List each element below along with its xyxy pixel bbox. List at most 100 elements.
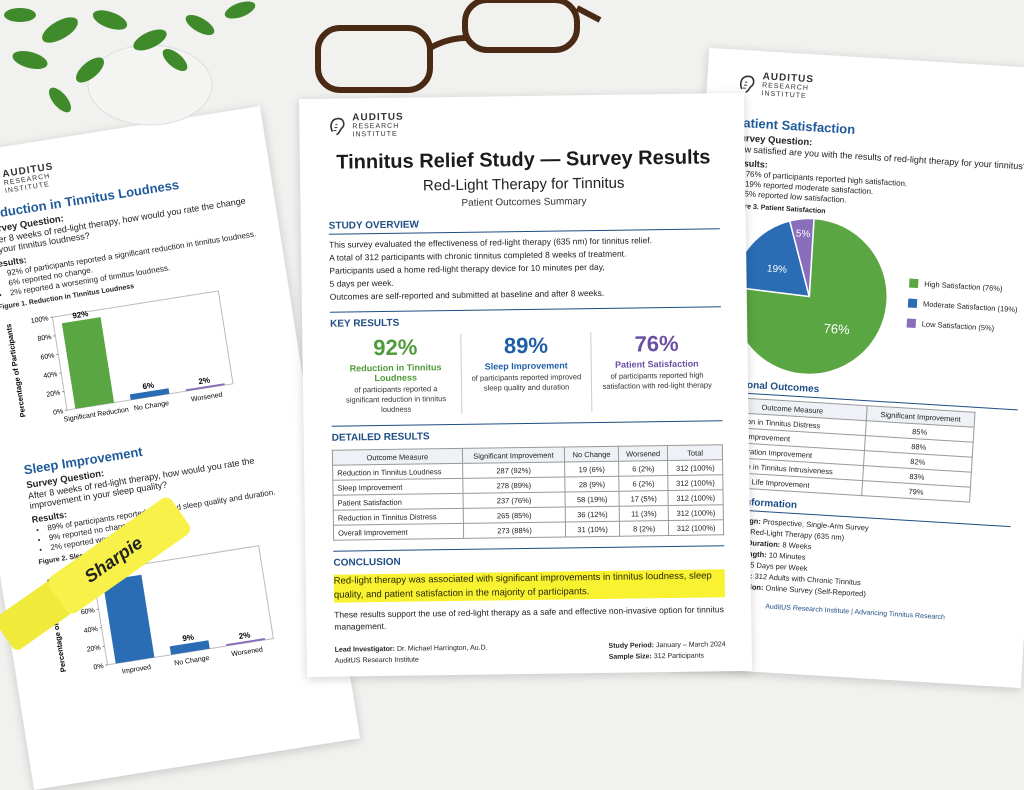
legend-swatch — [907, 318, 917, 328]
key-label: Patient Satisfaction — [598, 358, 716, 370]
y-tick-label: 0% — [53, 408, 64, 416]
section-heading: STUDY OVERVIEW — [329, 215, 720, 234]
table-cell: 28 (9%) — [565, 476, 619, 492]
table-cell: 312 (100%) — [669, 520, 724, 536]
key-label: Sleep Improvement — [467, 360, 585, 372]
legend-entry: Low Satisfaction (5%) — [907, 318, 1017, 335]
y-tick-label: 100% — [30, 315, 49, 325]
key-label: Reduction in Tinnitus Loudness — [337, 362, 455, 384]
table-cell: 17 (5%) — [619, 491, 669, 507]
value: January – March 2024 — [656, 641, 726, 649]
section-heading: KEY RESULTS — [330, 306, 721, 331]
key-value: 92% — [336, 334, 454, 362]
footer: Lead Investigator: Dr. Michael Harringto… — [335, 639, 726, 666]
legend-entry: Moderate Satisfaction (19%) — [908, 298, 1018, 315]
table-cell: 312 (100%) — [668, 460, 723, 476]
key-value: 76% — [598, 330, 716, 358]
legend-label: Moderate Satisfaction (19%) — [923, 299, 1018, 315]
data-label: 2% — [198, 375, 211, 386]
bar — [103, 575, 155, 664]
header-cell: Significant Improvement — [462, 447, 565, 463]
legend-swatch — [909, 278, 919, 288]
table-cell: 273 (88%) — [463, 522, 566, 538]
table-cell: 312 (100%) — [668, 505, 723, 521]
x-tick-label: Improved — [122, 664, 152, 675]
table-cell: 11 (3%) — [619, 506, 669, 522]
org-name: AUDITUS — [352, 112, 414, 124]
y-tick-label: 40% — [83, 626, 98, 635]
conclusion-highlight: Red-light therapy was associated with si… — [334, 569, 725, 602]
value: Dr. Michael Harrington, Au.D. — [397, 645, 488, 653]
plant — [4, 0, 257, 125]
table-cell: 31 (10%) — [566, 521, 620, 537]
glasses — [318, 0, 600, 90]
y-tick-label: 80% — [77, 589, 92, 598]
section-heading: CONCLUSION — [333, 545, 724, 570]
ear-icon — [736, 72, 757, 95]
y-tick-label: 40% — [43, 371, 58, 380]
info-value: 8 Weeks — [782, 540, 812, 551]
y-tick-label: 60% — [80, 607, 95, 616]
label: Study Period: — [608, 642, 654, 650]
x-tick-label: Worsened — [231, 646, 264, 658]
y-axis-label: Percentage of Participants — [44, 578, 68, 673]
table-cell: 312 (100%) — [668, 475, 723, 491]
org-sub: RESEARCH INSTITUTE — [352, 123, 414, 140]
table-cell: 36 (12%) — [565, 506, 619, 522]
table-cell: 312 (100%) — [668, 490, 723, 506]
label: Sample Size: — [609, 653, 652, 661]
y-axis-label: Percentage of Participants — [4, 323, 28, 418]
key-desc: of participants reported high satisfacti… — [598, 370, 716, 392]
legend-label: Low Satisfaction (5%) — [921, 319, 994, 333]
value: 312 Participants — [654, 653, 704, 661]
header-cell: Worsened — [618, 446, 668, 462]
x-tick-label: No Change — [174, 655, 210, 667]
y-tick-label: 20% — [86, 644, 101, 653]
legend-label: High Satisfaction (76%) — [924, 279, 1003, 294]
study-info: Study Design: Prospective, Single-Arm Su… — [706, 513, 1010, 608]
overview: This survey evaluated the effectiveness … — [329, 233, 721, 303]
table-cell: 287 (92%) — [462, 462, 565, 478]
data-label: 9% — [182, 633, 195, 644]
header-cell: No Change — [565, 446, 619, 462]
conclusion-text: These results support the use of red-lig… — [334, 603, 725, 632]
table-cell: 278 (89%) — [463, 477, 566, 493]
data-label: 19% — [767, 264, 788, 276]
y-tick-label: 100% — [71, 570, 90, 580]
table-cell: 19 (6%) — [565, 461, 619, 477]
table-cell: Overall Improvement — [333, 523, 463, 540]
bar — [62, 317, 114, 409]
data-label: 6% — [142, 381, 155, 392]
header-cell: Total — [668, 445, 723, 461]
x-tick-label: Worsened — [191, 392, 224, 404]
legend: High Satisfaction (76%) Moderate Satisfac… — [906, 268, 1020, 345]
y-tick-label: 80% — [37, 334, 52, 343]
table-cell: 265 (85%) — [463, 507, 566, 523]
data-label: 92% — [72, 309, 89, 320]
table-cell: 6 (2%) — [619, 461, 669, 477]
table-cell: 8 (2%) — [619, 521, 669, 537]
section-heading: DETAILED RESULTS — [332, 420, 723, 445]
y-tick-label: 60% — [40, 352, 55, 361]
x-tick-label: No Change — [133, 400, 169, 412]
key-value: 89% — [467, 332, 585, 360]
data-label: 76% — [823, 321, 850, 338]
label: Lead Investigator: — [335, 646, 395, 654]
legend-entry: High Satisfaction (76%) — [909, 278, 1019, 295]
ear-icon — [0, 173, 1, 198]
org-sub: RESEARCH INSTITUTE — [761, 82, 824, 102]
key-results: 92%Reduction in Tinnitus Loudness of part… — [330, 330, 722, 415]
subtitle: Red-Light Therapy for Tinnitus — [328, 173, 719, 195]
table-cell: 58 (19%) — [565, 491, 619, 507]
data-label: 2% — [238, 630, 251, 641]
